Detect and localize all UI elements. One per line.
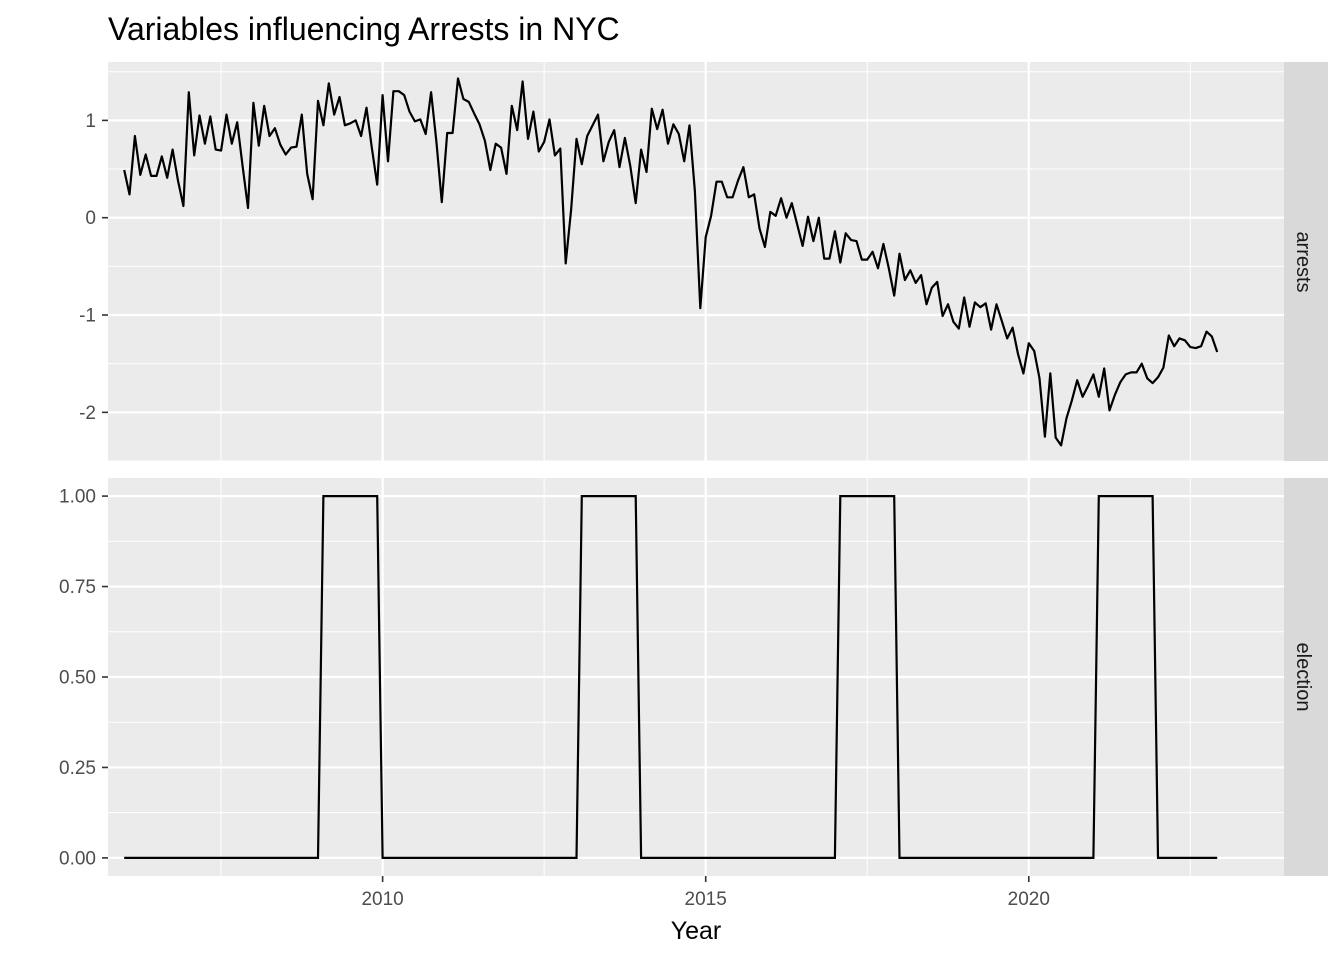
y-tick-label: 0.25	[59, 758, 96, 779]
panel-grid	[108, 478, 1284, 876]
arrests-series-line	[123, 77, 1219, 447]
y-tick-label: 0.00	[59, 848, 96, 869]
y-tick-label: 0.75	[59, 577, 96, 598]
facet-strip	[1284, 62, 1328, 461]
x-tick-label: 2020	[1008, 889, 1050, 910]
y-axis: 1.00 0.75 0.50 0.25 0.00	[59, 487, 108, 869]
y-axis: 1 0 -1 -2	[79, 111, 108, 424]
facet-panel-arrests: 1 0 -1 -2 arrests	[79, 62, 1328, 462]
chart-title: Variables influencing Arrests in NYC	[108, 11, 620, 47]
facet-strip-label: election	[1292, 643, 1314, 712]
facet-strip	[1284, 478, 1328, 876]
y-tick-label: -1	[79, 306, 96, 327]
y-tick-label: 1.00	[59, 487, 96, 508]
y-tick-label: -2	[79, 403, 96, 424]
facet-panel-election: 1.00 0.75 0.50 0.25 0.00 election	[59, 478, 1328, 876]
election-series-line	[124, 495, 1218, 859]
facet-strip-label: arrests	[1292, 231, 1314, 292]
x-tick-label: 2010	[361, 889, 403, 910]
y-tick-label: 0	[85, 208, 96, 229]
x-axis-title: Year	[671, 917, 722, 945]
x-axis: 2010 2015 2020	[361, 876, 1050, 910]
y-tick-label: 1	[85, 111, 96, 132]
x-tick-label: 2015	[685, 889, 727, 910]
y-tick-label: 0.50	[59, 668, 96, 689]
